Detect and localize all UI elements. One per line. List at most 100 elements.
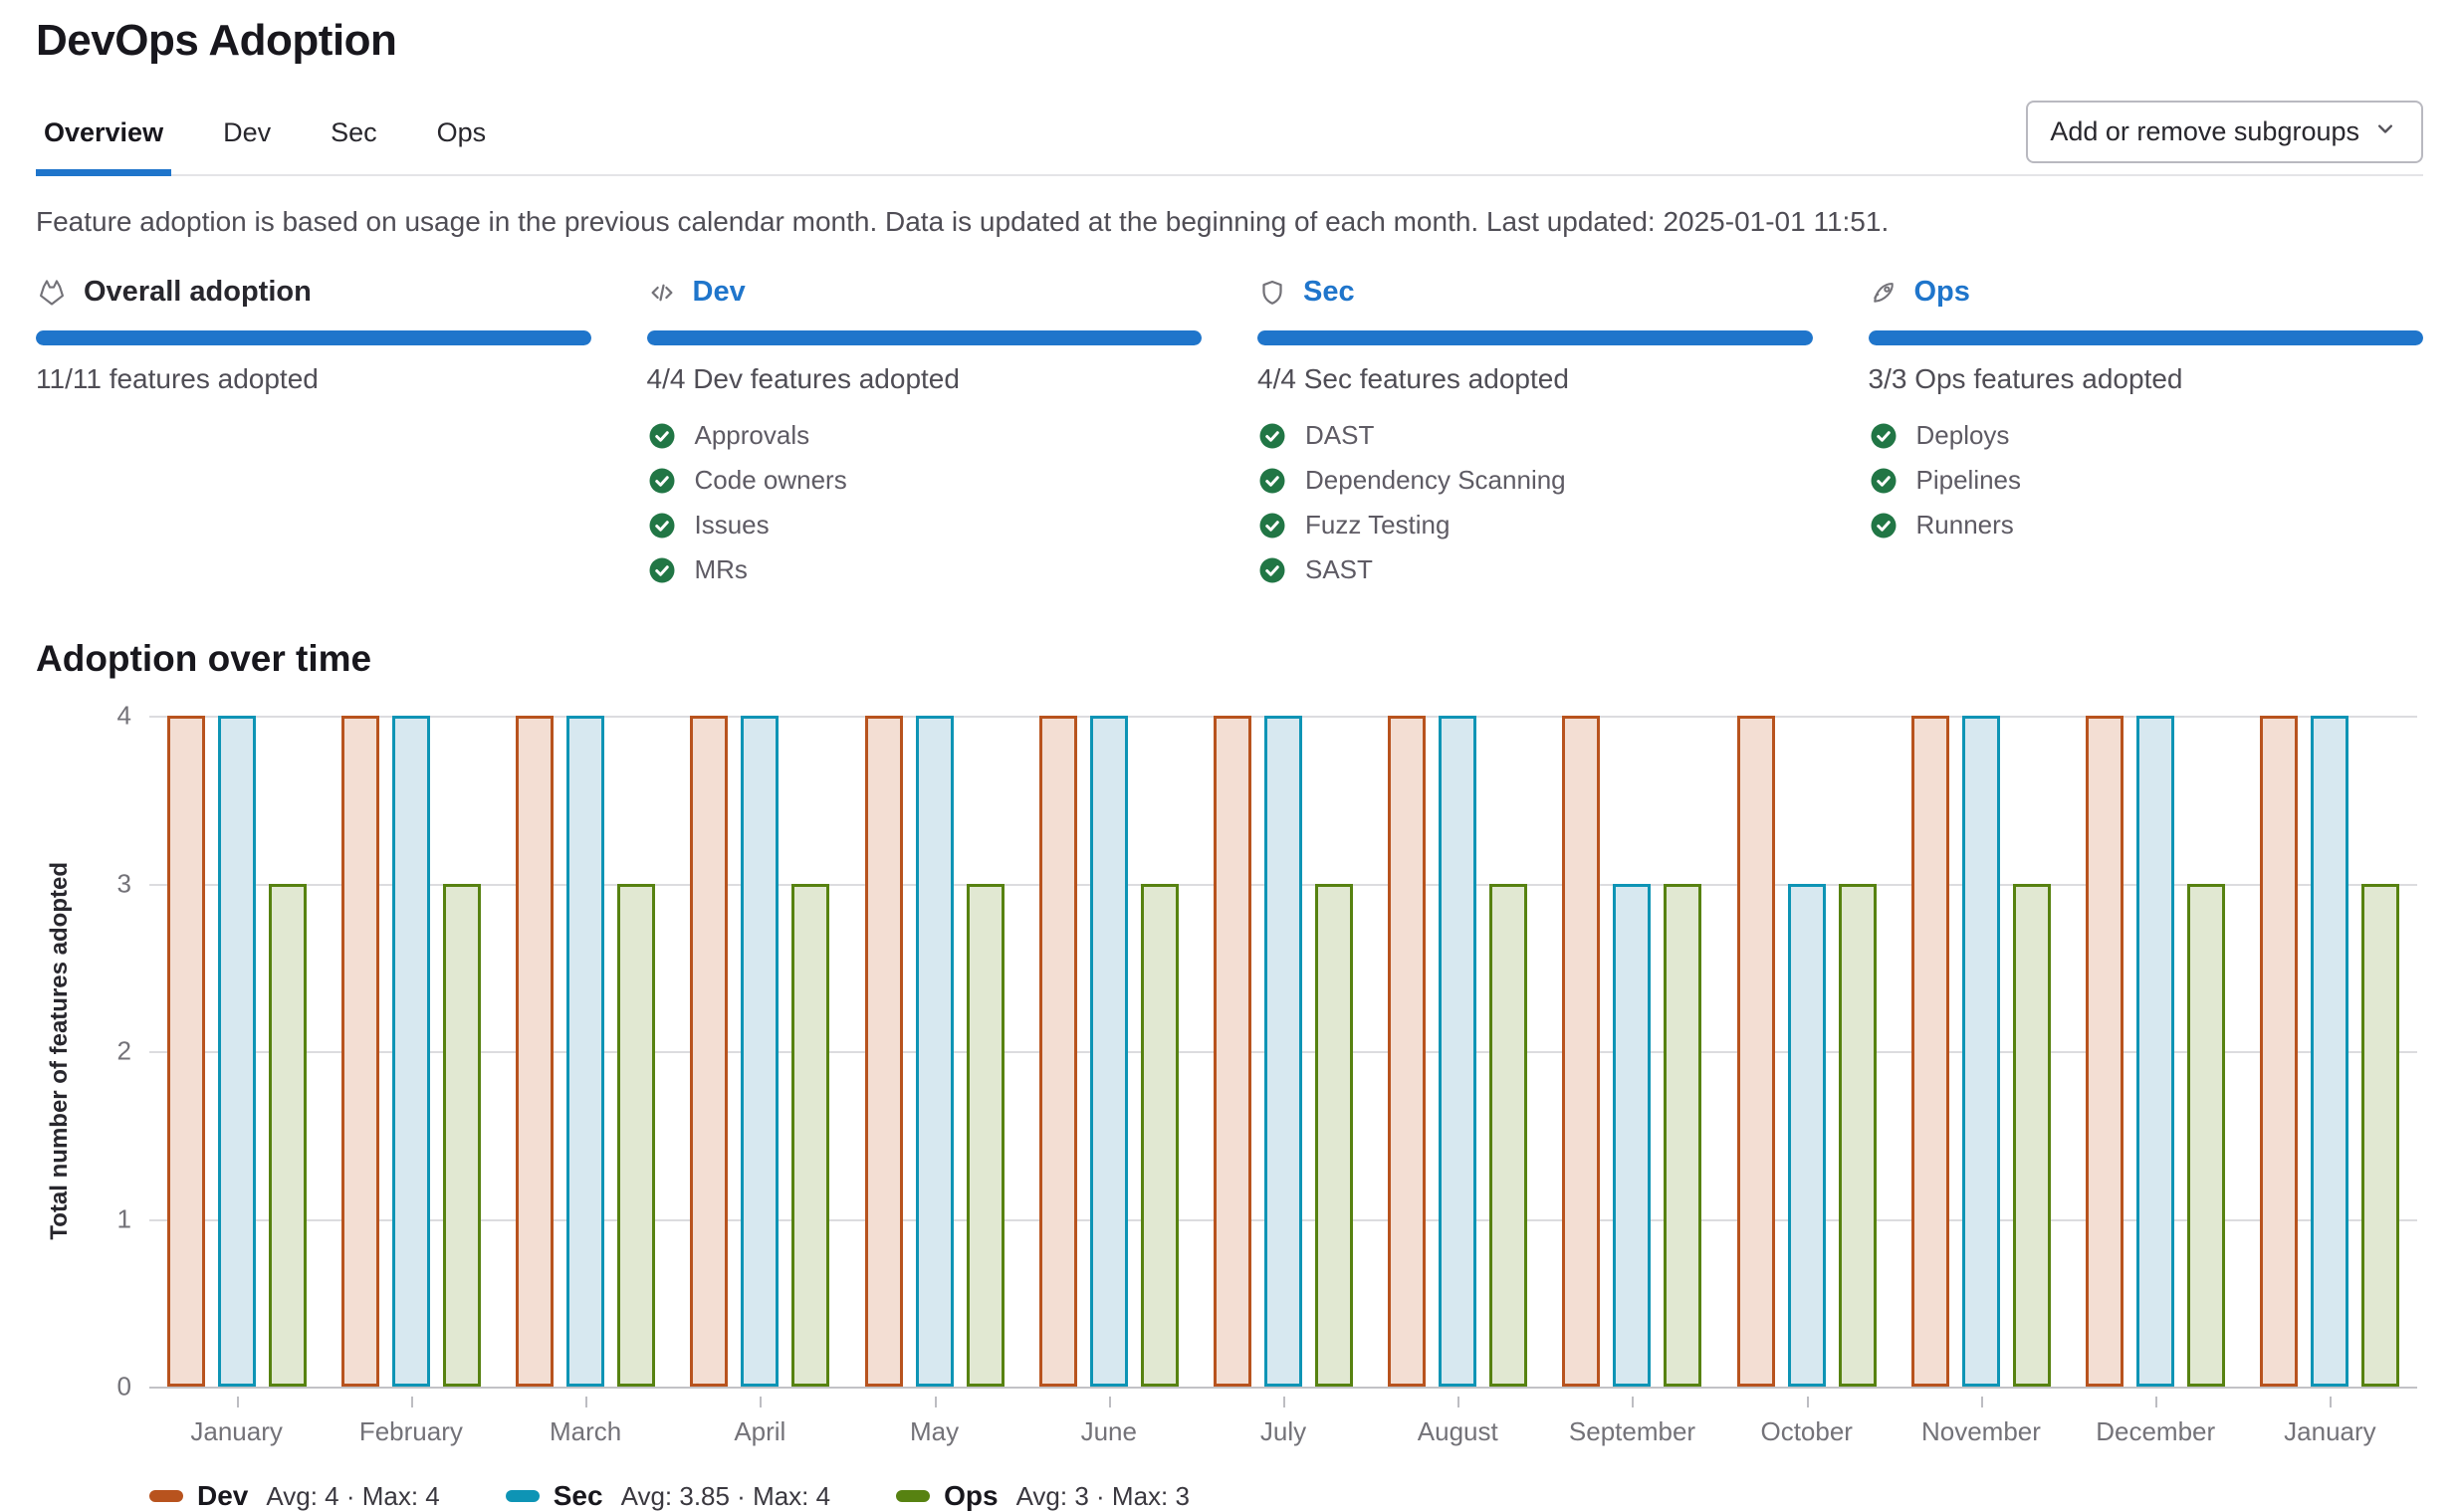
bar-dev-november[interactable] — [1910, 716, 1949, 1387]
bar-sec-june[interactable] — [1089, 716, 1128, 1387]
bar-ops-september[interactable] — [1664, 883, 1702, 1387]
code-icon — [647, 278, 677, 308]
page-title: DevOps Adoption — [36, 16, 397, 65]
bar-dev-february[interactable] — [340, 716, 379, 1387]
month-band-2-february — [324, 716, 498, 1387]
tanuki-icon — [36, 277, 68, 309]
card-title-sec[interactable]: Sec — [1303, 276, 1355, 308]
card-dev: Dev 4/4 Dev features adopted Approvals Code… — [646, 276, 1203, 592]
x-tick-label: May — [847, 1397, 1021, 1460]
bar-ops-november[interactable] — [2012, 883, 2051, 1387]
bar-sec-september[interactable] — [1613, 883, 1652, 1387]
bar-sec-march[interactable] — [566, 716, 605, 1387]
feature-list: DAST Dependency Scanning Fuzz Testing SAST — [1257, 413, 1813, 592]
check-circle-icon — [647, 555, 677, 585]
feature-label: MRs — [694, 554, 748, 584]
feature-item: Issues — [647, 503, 1203, 547]
bar-sec-may[interactable] — [915, 716, 954, 1387]
feature-item: SAST — [1257, 547, 1813, 592]
month-band-10-october — [1719, 716, 1894, 1387]
month-band-8-august — [1371, 716, 1545, 1387]
check-circle-icon — [1869, 421, 1899, 451]
progress-fill — [646, 330, 1202, 345]
feature-label: SAST — [1305, 554, 1373, 584]
bar-ops-october[interactable] — [1838, 883, 1877, 1387]
tab-bar: Overview Dev Sec Ops — [36, 90, 538, 176]
legend-item-ops[interactable]: Ops Avg: 3 · Max: 3 — [896, 1480, 1190, 1512]
bar-dev-august[interactable] — [1388, 716, 1427, 1387]
bar-ops-february[interactable] — [442, 883, 481, 1387]
card-header: Sec — [1257, 276, 1813, 309]
legend-item-dev[interactable]: Dev Avg: 4 · Max: 4 — [149, 1480, 440, 1512]
x-tick-label: October — [1719, 1397, 1894, 1460]
bar-sec-january[interactable] — [217, 716, 256, 1387]
adoption-over-time-title: Adoption over time — [36, 638, 372, 679]
bar-ops-may[interactable] — [966, 883, 1005, 1387]
card-title-overall-adoption: Overall adoption — [84, 276, 312, 308]
card-ops: Ops 3/3 Ops features adopted Deploys Pipeli… — [1868, 276, 2424, 592]
bar-dev-march[interactable] — [516, 716, 555, 1387]
feature-item: Fuzz Testing — [1257, 503, 1813, 547]
legend-item-sec[interactable]: Sec Avg: 3.85 · Max: 4 — [505, 1480, 830, 1512]
tab-overview[interactable]: Overview — [36, 90, 172, 176]
x-tick-label: January — [2243, 1397, 2417, 1460]
x-tick-label: February — [324, 1397, 498, 1460]
progress-fill — [36, 330, 591, 345]
bar-ops-july[interactable] — [1315, 883, 1354, 1387]
bar-ops-december[interactable] — [2187, 883, 2226, 1387]
legend-swatch — [896, 1490, 931, 1502]
card-title-dev[interactable]: Dev — [692, 276, 746, 308]
chart-plot: 0 1 2 3 4 — [117, 701, 2417, 1402]
bar-sec-december[interactable] — [2136, 716, 2175, 1387]
tab-sec[interactable]: Sec — [331, 117, 377, 147]
card-header: Ops — [1869, 276, 2424, 309]
add-remove-subgroups-button[interactable]: Add or remove subgroups — [2026, 101, 2423, 163]
x-tick-label: July — [1196, 1397, 1370, 1460]
bar-sec-august[interactable] — [1439, 716, 1477, 1387]
y-tick-label: 3 — [116, 868, 131, 898]
check-circle-icon — [1257, 555, 1287, 585]
feature-label: Pipelines — [1915, 465, 2022, 495]
bar-dev-december[interactable] — [2086, 716, 2124, 1387]
bar-dev-july[interactable] — [1214, 716, 1252, 1387]
bar-sec-february[interactable] — [391, 716, 430, 1387]
bar-sec-october[interactable] — [1787, 883, 1826, 1387]
month-band-7-july — [1196, 716, 1370, 1387]
legend-stats: Avg: 3 · Max: 3 — [1015, 1480, 1190, 1511]
card-title-ops[interactable]: Ops — [1913, 276, 1970, 308]
month-band-9-september — [1545, 716, 1719, 1387]
bar-ops-june[interactable] — [1140, 883, 1179, 1387]
tab-dev[interactable]: Dev — [223, 117, 272, 147]
x-tick-label: December — [2069, 1397, 2243, 1460]
bar-sec-january[interactable] — [2311, 716, 2349, 1387]
month-band-12-december — [2069, 716, 2243, 1387]
feature-label: Runners — [1915, 510, 2014, 540]
tab-ops[interactable]: Ops — [436, 117, 487, 147]
legend-stats: Avg: 4 · Max: 4 — [266, 1480, 440, 1511]
check-circle-icon — [1869, 511, 1899, 540]
bar-sec-november[interactable] — [1961, 716, 2000, 1387]
bar-ops-march[interactable] — [617, 883, 656, 1387]
tabs-row: Overview Dev Sec Ops Add or remove subgroup… — [36, 90, 2423, 176]
legend-swatch — [149, 1490, 183, 1502]
y-axis-title: Total number of features adopted — [46, 862, 73, 1240]
bar-sec-april[interactable] — [741, 716, 780, 1387]
bar-ops-august[interactable] — [1489, 883, 1528, 1387]
check-circle-icon — [1257, 466, 1287, 496]
bar-dev-september[interactable] — [1562, 716, 1601, 1387]
check-circle-icon — [1257, 421, 1287, 451]
bar-ops-january[interactable] — [268, 883, 307, 1387]
feature-item: DAST — [1257, 413, 1813, 458]
bar-sec-july[interactable] — [1264, 716, 1303, 1387]
gridline — [149, 1387, 2417, 1389]
bar-dev-may[interactable] — [864, 716, 903, 1387]
bar-dev-june[interactable] — [1038, 716, 1077, 1387]
bar-dev-january[interactable] — [166, 716, 205, 1387]
progress-bar — [1868, 330, 2423, 345]
month-band-6-june — [1021, 716, 1196, 1387]
bar-ops-january[interactable] — [2361, 883, 2400, 1387]
bar-ops-april[interactable] — [791, 883, 830, 1387]
bar-dev-january[interactable] — [2260, 716, 2299, 1387]
bar-dev-april[interactable] — [690, 716, 729, 1387]
bar-dev-october[interactable] — [1736, 716, 1775, 1387]
